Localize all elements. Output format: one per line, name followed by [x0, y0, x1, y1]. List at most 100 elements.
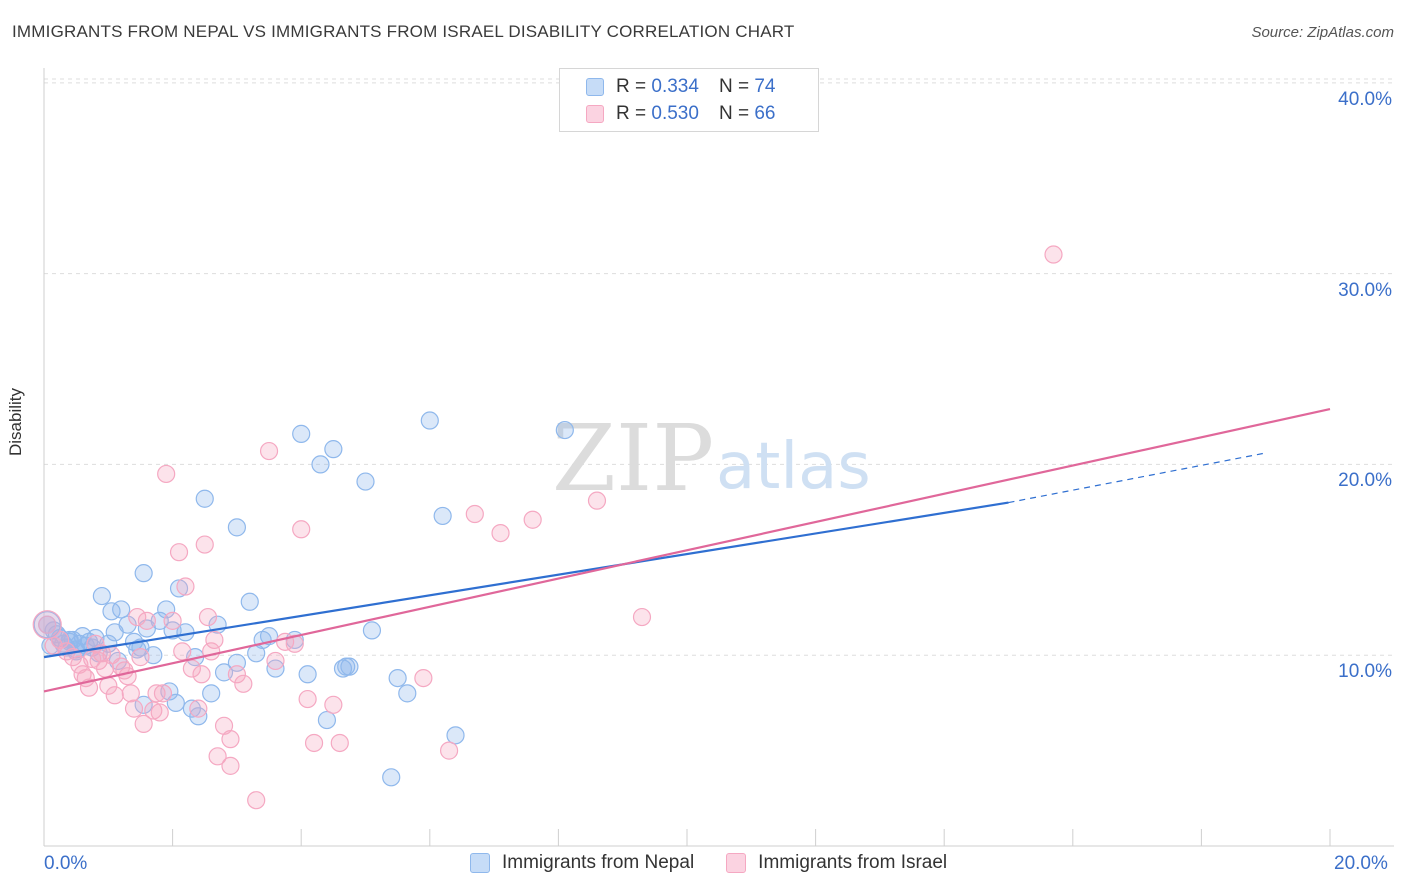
chart-title: IMMIGRANTS FROM NEPAL VS IMMIGRANTS FROM… — [12, 22, 795, 41]
watermark-zip: ZIP — [552, 405, 714, 512]
data-point-israel — [169, 543, 189, 562]
data-point-nepal — [433, 506, 452, 526]
stats-legend: R = 0.334 N = 74 R = 0.530 N = 66 — [559, 68, 819, 132]
legend-n-value: 66 — [754, 103, 776, 124]
data-point-israel — [523, 510, 542, 529]
data-point-nepal — [362, 621, 382, 640]
data-point-israel — [83, 649, 102, 669]
series-swatch-israel — [726, 853, 747, 873]
data-point-nepal — [33, 611, 61, 639]
data-point-israel — [124, 699, 144, 718]
legend-swatch-israel — [586, 105, 604, 123]
data-point-nepal — [195, 489, 214, 508]
data-point-nepal — [92, 586, 111, 606]
data-point-israel — [157, 464, 176, 484]
data-point-israel — [227, 665, 246, 684]
data-point-israel — [189, 699, 208, 718]
data-points — [32, 245, 1063, 810]
legend-n-label: N = — [718, 103, 750, 124]
legend-r-label: R = — [616, 76, 647, 97]
data-point-israel — [115, 661, 134, 680]
data-point-israel — [128, 607, 147, 627]
data-point-nepal — [356, 472, 375, 491]
legend-n-label: N = — [718, 76, 750, 97]
data-point-israel — [198, 607, 218, 627]
trend-line-israel — [43, 408, 1331, 693]
data-point-nepal — [166, 693, 185, 713]
trend-line-nepal-extension — [1008, 452, 1266, 504]
data-point-nepal — [420, 411, 439, 430]
trend-lines — [43, 408, 1331, 693]
data-point-nepal — [298, 665, 317, 684]
data-point-israel — [176, 577, 195, 596]
legend-n-value: 74 — [754, 76, 776, 97]
y-tick-label: 10.0% — [1338, 661, 1392, 683]
data-point-israel — [131, 648, 150, 667]
data-point-israel — [134, 714, 153, 733]
x-tick-label-right: 20.0% — [1334, 853, 1388, 874]
axes — [43, 68, 1394, 847]
data-point-israel — [147, 684, 166, 703]
data-point-israel — [292, 520, 311, 539]
data-point-israel — [330, 733, 349, 753]
data-point-nepal — [182, 699, 201, 718]
data-point-nepal — [189, 707, 208, 726]
trend-line-nepal — [43, 501, 1009, 659]
data-point-nepal — [317, 710, 337, 730]
data-point-israel — [137, 611, 156, 630]
y-tick-label: 20.0% — [1338, 470, 1392, 492]
data-point-israel — [208, 747, 227, 766]
data-point-nepal — [157, 600, 176, 619]
data-point-nepal — [311, 455, 330, 474]
legend-r-label: R = — [616, 103, 647, 124]
data-point-israel — [632, 607, 652, 627]
data-point-nepal — [388, 668, 407, 688]
data-point-israel — [173, 642, 192, 661]
series-swatch-nepal — [470, 853, 490, 873]
data-point-nepal — [112, 600, 131, 619]
data-point-israel — [221, 756, 240, 775]
data-point-nepal — [240, 592, 259, 611]
data-point-nepal — [382, 768, 401, 787]
data-point-nepal — [555, 420, 574, 440]
data-point-nepal — [169, 579, 189, 598]
data-point-israel — [144, 701, 163, 720]
series-label-israel: Immigrants from Israel — [758, 852, 948, 873]
data-point-nepal — [266, 659, 285, 678]
data-point-nepal — [134, 564, 153, 583]
data-point-nepal — [292, 424, 311, 443]
watermark: ZIP atlas — [552, 405, 871, 512]
legend-swatch-nepal — [586, 78, 604, 96]
data-point-israel — [163, 611, 182, 630]
data-point-nepal — [324, 440, 343, 459]
legend-r-value: 0.530 — [651, 103, 699, 124]
data-point-israel — [276, 632, 295, 651]
series-legend-israel: Immigrants from Israel — [726, 852, 947, 874]
data-point-nepal — [333, 659, 353, 678]
data-point-israel — [465, 504, 484, 524]
gridlines — [44, 78, 1394, 656]
series-legend: Immigrants from Nepal Immigrants from Is… — [470, 852, 979, 874]
data-point-israel — [491, 523, 510, 543]
data-point-nepal — [446, 726, 465, 745]
data-point-israel — [221, 730, 240, 749]
data-point-israel — [439, 741, 459, 760]
data-point-israel — [266, 651, 285, 671]
data-point-nepal — [134, 695, 153, 714]
data-point-israel — [1044, 245, 1063, 264]
legend-row-israel: R = 0.530 N = 66 — [586, 103, 775, 125]
y-axis-label: Disability — [6, 387, 25, 456]
data-point-nepal — [202, 684, 221, 703]
data-point-israel — [304, 733, 324, 753]
watermark-atlas: atlas — [716, 430, 871, 504]
data-point-israel — [105, 686, 124, 705]
data-point-nepal — [398, 684, 417, 703]
data-point-israel — [121, 684, 140, 703]
y-tick-label: 40.0% — [1338, 88, 1392, 110]
chart-source: Source: ZipAtlas.com — [1251, 24, 1394, 41]
data-point-nepal — [337, 657, 356, 676]
data-point-israel — [38, 615, 57, 634]
legend-r-value: 0.334 — [651, 76, 699, 97]
data-point-nepal — [118, 615, 137, 634]
data-point-israel — [414, 668, 433, 688]
